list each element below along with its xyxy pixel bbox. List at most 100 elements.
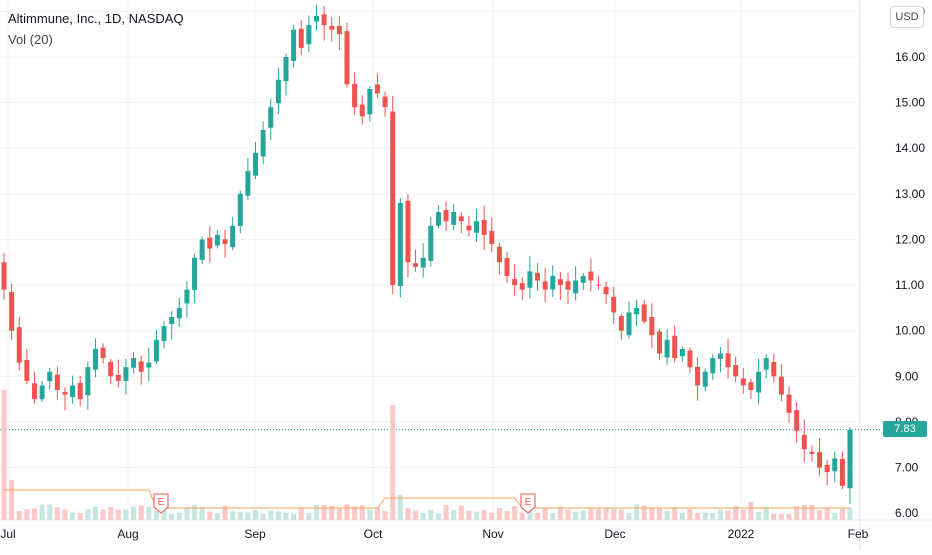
volume-bar xyxy=(717,509,723,520)
candle-body xyxy=(656,331,662,354)
candle-body xyxy=(62,391,68,395)
volume-bar xyxy=(672,507,678,520)
volume-bar xyxy=(595,509,601,520)
candle-body xyxy=(489,230,495,245)
currency-button[interactable]: USD xyxy=(890,6,924,28)
candle-body xyxy=(153,339,159,362)
candle-body xyxy=(565,281,571,290)
volume-bar xyxy=(260,513,266,520)
candle-body xyxy=(428,225,434,261)
volume-bar xyxy=(344,504,350,520)
x-tick-label: Dec xyxy=(604,527,625,541)
volume-bar xyxy=(306,512,312,520)
candle-body xyxy=(161,326,167,342)
x-tick-label: 2022 xyxy=(728,527,755,541)
candle-body xyxy=(39,385,45,400)
candle-body xyxy=(207,237,213,249)
volume-bar xyxy=(92,506,98,520)
candle-body xyxy=(634,307,640,315)
volume-bar xyxy=(9,480,15,520)
candle-body xyxy=(756,371,762,393)
volume-bar xyxy=(588,508,594,520)
candle-body xyxy=(184,289,190,304)
candle-body xyxy=(291,29,297,61)
candle-body xyxy=(817,452,823,468)
candle-body xyxy=(47,371,53,382)
volume-bar xyxy=(367,509,373,520)
y-tick-label: 16.00 xyxy=(895,50,925,64)
candle-body xyxy=(535,272,541,281)
x-tick-label: Oct xyxy=(364,527,383,541)
volume-bar xyxy=(550,513,556,520)
y-tick-label: 15.00 xyxy=(895,96,925,110)
volume-bar xyxy=(702,512,708,520)
volume-bar xyxy=(847,507,853,520)
volume-bar xyxy=(641,505,647,520)
volume-bar xyxy=(268,510,274,520)
volume-bar xyxy=(16,511,22,520)
volume-bar xyxy=(47,504,53,520)
candle-body xyxy=(664,339,670,358)
volume-bar xyxy=(222,505,228,520)
volume-bar xyxy=(542,508,548,520)
candle-body xyxy=(313,15,319,22)
candle-body xyxy=(542,281,548,290)
candle-body xyxy=(794,410,800,432)
volume-indicator-label[interactable]: Vol (20) xyxy=(8,32,53,47)
volume-bar xyxy=(336,507,342,520)
volume-bar xyxy=(405,508,411,520)
volume-bar xyxy=(618,509,624,520)
y-tick-label: 11.00 xyxy=(895,278,924,292)
candle-body xyxy=(336,25,342,35)
candle-body xyxy=(649,317,655,336)
volume-bar xyxy=(626,513,632,520)
volume-bar xyxy=(146,506,152,520)
volume-bar xyxy=(214,513,220,520)
volume-bar xyxy=(275,511,281,520)
candle-body xyxy=(481,220,487,235)
volume-bar xyxy=(565,509,571,520)
candle-body xyxy=(496,246,502,263)
volume-bar xyxy=(100,509,106,520)
volume-bar xyxy=(77,513,83,520)
volume-bar xyxy=(794,506,800,520)
symbol-title: Altimmune, Inc., 1D, NASDAQ xyxy=(8,11,184,26)
candle-body xyxy=(298,28,304,48)
candle-body xyxy=(253,152,259,176)
volume-bar xyxy=(176,513,182,520)
candle-body xyxy=(237,193,243,226)
candle-body xyxy=(70,385,76,398)
candle-body xyxy=(466,225,472,231)
candle-body xyxy=(672,335,678,359)
candle-body xyxy=(458,216,464,222)
candle-body xyxy=(199,239,205,260)
candle-body xyxy=(580,275,586,283)
volume-bar xyxy=(649,508,655,520)
volume-bar xyxy=(291,513,297,520)
volume-bar xyxy=(466,510,472,520)
candle-body xyxy=(192,257,198,290)
candle-body xyxy=(588,271,594,281)
y-axis: 17.0016.0015.0014.0013.0012.0011.0010.00… xyxy=(895,4,925,520)
earnings-marker-label: E xyxy=(525,497,532,508)
volume-bar xyxy=(832,513,838,520)
x-tick-label: Nov xyxy=(482,527,503,541)
volume-bar xyxy=(809,504,815,520)
x-tick-label: Sep xyxy=(244,527,266,541)
volume-bar xyxy=(390,405,396,520)
candle-body xyxy=(679,348,685,357)
candle-body xyxy=(321,14,327,26)
candle-body xyxy=(77,382,83,400)
candle-body xyxy=(839,458,845,486)
volume-bar xyxy=(771,513,777,520)
candle-body xyxy=(390,111,396,286)
candle-body xyxy=(641,304,647,322)
candle-body xyxy=(100,347,106,359)
volume-bar xyxy=(778,513,784,520)
earnings-marker-label: E xyxy=(158,497,165,508)
volume-bar xyxy=(329,506,335,520)
candle-body xyxy=(413,263,419,267)
